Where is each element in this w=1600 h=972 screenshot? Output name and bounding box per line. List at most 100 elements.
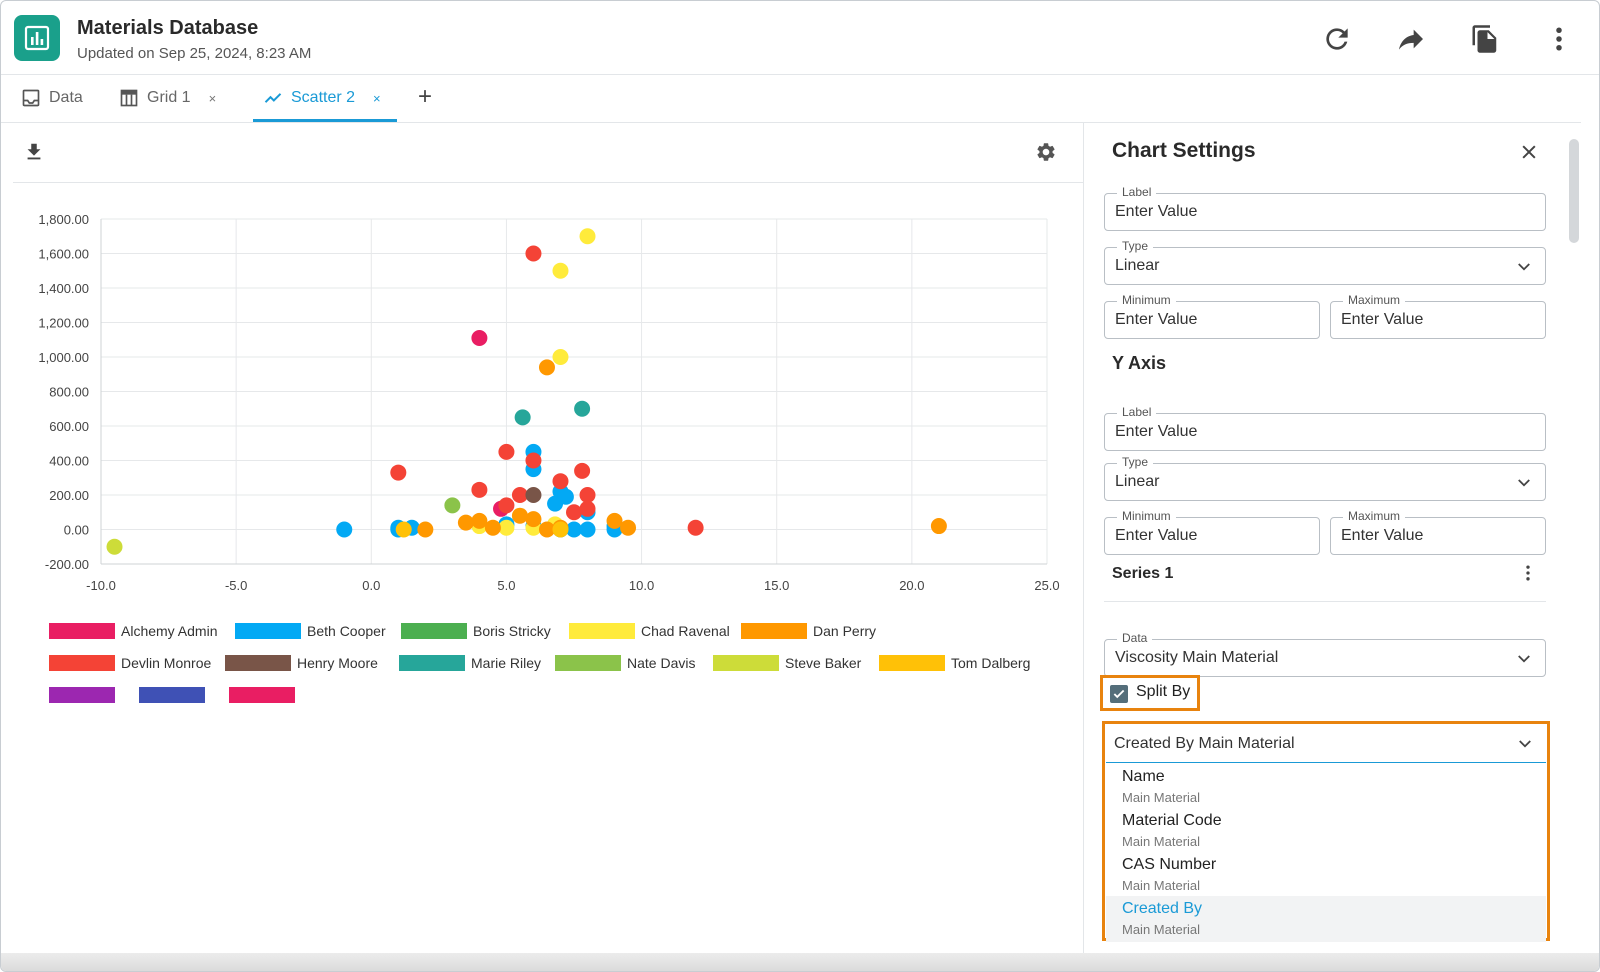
- data-icon: [21, 88, 41, 108]
- x-tick-label: 10.0: [629, 578, 654, 593]
- legend-item[interactable]: Beth Cooper: [235, 623, 386, 639]
- legend-item[interactable]: Henry Moore: [225, 655, 378, 671]
- legend-label: Marie Riley: [471, 655, 542, 671]
- field-label: Label: [1117, 405, 1157, 419]
- legend-swatch: [225, 655, 291, 671]
- scatter-point: [484, 519, 501, 536]
- settings-scrollbar[interactable]: [1569, 139, 1579, 243]
- legend-item[interactable]: Nate Davis: [555, 655, 695, 671]
- x-tick-label: 25.0: [1034, 578, 1059, 593]
- field-value: Enter Value: [1115, 203, 1198, 220]
- legend-item[interactable]: Boris Stricky: [401, 623, 551, 639]
- download-icon[interactable]: [21, 139, 47, 165]
- dropdown-option-cas-number[interactable]: CAS Number Main Material: [1106, 852, 1546, 898]
- x-axis-type-select[interactable]: Type Linear: [1104, 239, 1546, 285]
- select-value: Created By Main Material: [1114, 735, 1295, 752]
- copy-icon[interactable]: [1467, 21, 1503, 57]
- legend-swatch: [569, 623, 635, 639]
- legend-swatch: [555, 655, 621, 671]
- legend-swatch: [49, 623, 115, 639]
- scatter-point: [511, 507, 528, 524]
- chevron-down-icon: [1515, 474, 1533, 497]
- x-axis-maximum-field[interactable]: Maximum Enter Value: [1330, 293, 1546, 339]
- legend-item[interactable]: [49, 687, 121, 703]
- chart-toolbar: [13, 123, 1083, 183]
- close-icon[interactable]: ×: [373, 90, 381, 106]
- scatter-point: [457, 514, 474, 531]
- scatter-point: [687, 519, 704, 536]
- legend-item[interactable]: Dan Perry: [741, 623, 876, 639]
- gear-icon[interactable]: [1033, 139, 1059, 165]
- legend-swatch: [741, 623, 807, 639]
- field-label: Minimum: [1117, 509, 1176, 523]
- scatter-icon: [263, 88, 283, 108]
- y-tick-label: 1,000.00: [38, 350, 89, 365]
- scatter-point: [471, 512, 488, 529]
- legend-item[interactable]: Devlin Monroe: [49, 655, 211, 671]
- legend-label: Boris Stricky: [473, 623, 551, 639]
- legend-swatch: [399, 655, 465, 671]
- x-axis-minimum-field[interactable]: Minimum Enter Value: [1104, 293, 1320, 339]
- settings-title: Chart Settings: [1112, 139, 1256, 162]
- scatter-point: [498, 443, 515, 460]
- legend-label: Alchemy Admin: [121, 623, 218, 639]
- scatter-point: [471, 330, 488, 347]
- scatter-chart: 1,800.00 1,600.00 1,400.00 1,200.00 1,000.00…: [38, 212, 1059, 593]
- field-value: Enter Value: [1115, 423, 1198, 440]
- close-icon[interactable]: [1514, 137, 1544, 167]
- scatter-point: [579, 521, 596, 538]
- legend-item[interactable]: [229, 687, 301, 703]
- legend-label: Dan Perry: [813, 623, 877, 639]
- y-tick-label: -200.00: [45, 557, 89, 572]
- legend-label: Henry Moore: [297, 655, 378, 671]
- y-axis-type-select[interactable]: Type Linear: [1104, 455, 1546, 501]
- dropdown-option-name[interactable]: Name Main Material: [1106, 764, 1546, 810]
- more-vertical-icon[interactable]: [1541, 21, 1577, 57]
- y-tick-label: 800.00: [49, 385, 89, 400]
- y-axis-minimum-field[interactable]: Minimum Enter Value: [1104, 509, 1320, 555]
- add-tab-button[interactable]: +: [417, 83, 432, 110]
- dropdown-option-created-by[interactable]: Created By Main Material: [1106, 896, 1546, 942]
- scatter-point: [557, 488, 574, 505]
- y-axis-label-field[interactable]: Label Enter Value: [1104, 405, 1546, 451]
- more-vertical-icon[interactable]: [1518, 563, 1538, 588]
- legend-item[interactable]: Marie Riley: [399, 655, 541, 671]
- legend-item[interactable]: Alchemy Admin: [49, 623, 217, 639]
- tab-grid-1[interactable]: Grid 1 ×: [119, 75, 216, 121]
- option-label: CAS Number: [1122, 856, 1217, 873]
- tab-data[interactable]: Data: [21, 75, 83, 121]
- y-axis-maximum-field[interactable]: Maximum Enter Value: [1330, 509, 1546, 555]
- grid-icon: [119, 88, 139, 108]
- x-tick-label: 0.0: [362, 578, 380, 593]
- share-icon[interactable]: [1393, 21, 1429, 57]
- close-icon[interactable]: ×: [208, 90, 217, 106]
- split-by-label: Split By: [1136, 683, 1191, 700]
- scatter-point: [579, 228, 596, 245]
- legend-swatch: [139, 687, 205, 703]
- scatter-point: [566, 521, 582, 538]
- field-label: Type: [1117, 239, 1154, 253]
- legend-item[interactable]: [139, 687, 211, 703]
- tab-label: Scatter 2: [291, 89, 356, 106]
- scatter-point: [930, 518, 947, 535]
- legend-swatch: [235, 623, 301, 639]
- split-by-select[interactable]: Created By Main Material: [1106, 725, 1546, 763]
- scatter-point: [525, 487, 542, 503]
- split-by-checkbox[interactable]: [1110, 685, 1128, 703]
- x-axis-label-field[interactable]: Label Enter Value: [1104, 185, 1546, 231]
- refresh-icon[interactable]: [1319, 21, 1355, 57]
- legend-label: Steve Baker: [785, 655, 862, 671]
- dropdown-option-material-code[interactable]: Material Code Main Material: [1106, 808, 1546, 854]
- legend-item[interactable]: Steve Baker: [713, 655, 861, 671]
- legend-item[interactable]: Chad Ravenal: [569, 623, 730, 639]
- legend-label: Devlin Monroe: [121, 655, 212, 671]
- scatter-point: [498, 519, 515, 536]
- legend-item[interactable]: Tom Dalberg: [879, 655, 1030, 671]
- chevron-down-icon: [1516, 735, 1534, 758]
- scatter-point: [552, 521, 569, 538]
- field-value: Enter Value: [1341, 527, 1424, 544]
- field-value: Linear: [1115, 473, 1160, 490]
- tab-scatter-2[interactable]: Scatter 2 ×: [263, 75, 381, 121]
- series-data-select[interactable]: Data Viscosity Main Material: [1104, 631, 1546, 677]
- window-bottom-edge: [1, 953, 1599, 971]
